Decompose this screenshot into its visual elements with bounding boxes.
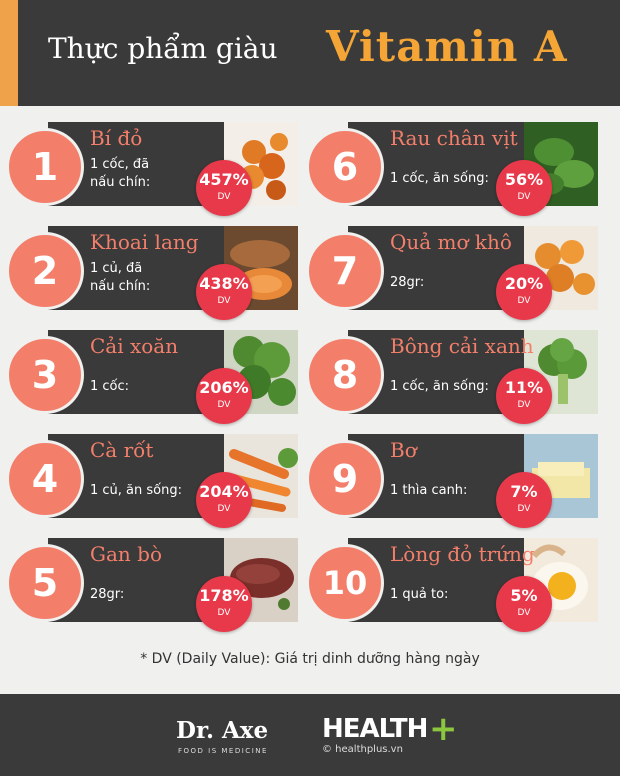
dv-label: DV bbox=[517, 192, 531, 202]
dv-label: DV bbox=[517, 296, 531, 306]
title-prefix: Thực phẩm giàu bbox=[48, 32, 278, 65]
dv-label: DV bbox=[217, 192, 231, 202]
dr-axe-tagline: FOOD IS MEDICINE bbox=[178, 747, 268, 755]
serving-description: 28gr: bbox=[390, 274, 424, 292]
food-card-7: 7 Quả mơ khô 28gr: 20% DV bbox=[306, 226, 598, 320]
food-name: Bơ bbox=[390, 438, 417, 462]
healthplus-logo: HEALTH bbox=[322, 714, 428, 744]
dv-percent: 204% bbox=[199, 482, 249, 501]
food-name: Khoai lang bbox=[90, 230, 199, 254]
serving-line: 1 cốc, ăn sống: bbox=[390, 379, 489, 394]
serving-line: 1 cốc, đã bbox=[90, 157, 150, 172]
dr-axe-logo: Dr. Axe bbox=[176, 717, 269, 744]
dv-label: DV bbox=[217, 608, 231, 618]
serving-description: 1 cốc, ăn sống: bbox=[390, 378, 489, 396]
food-name: Rau chân vịt bbox=[390, 126, 518, 150]
food-name: Bông cải xanh bbox=[390, 334, 534, 358]
rank-number: 1 bbox=[6, 128, 84, 206]
dv-label: DV bbox=[217, 400, 231, 410]
serving-description: 1 thìa canh: bbox=[390, 482, 467, 500]
dv-badge: 5% DV bbox=[496, 576, 552, 632]
dv-percent: 178% bbox=[199, 586, 249, 605]
rank-number: 9 bbox=[306, 440, 384, 518]
rank-number: 8 bbox=[306, 336, 384, 414]
serving-description: 1 quả to: bbox=[390, 586, 448, 604]
rank-number: 4 bbox=[6, 440, 84, 518]
serving-description: 1 cốc, đã nấu chín: bbox=[90, 156, 150, 192]
dv-percent: 7% bbox=[510, 482, 538, 501]
rank-number: 10 bbox=[306, 544, 384, 622]
title-vitamin-a: Vitamin A bbox=[326, 22, 568, 71]
rank-number: 3 bbox=[6, 336, 84, 414]
header bbox=[0, 0, 620, 106]
serving-line: 1 củ, đã bbox=[90, 261, 143, 276]
food-name: Bí đỏ bbox=[90, 126, 143, 150]
rank-number: 7 bbox=[306, 232, 384, 310]
dv-percent: 457% bbox=[199, 170, 249, 189]
serving-line: 28gr: bbox=[390, 275, 425, 290]
serving-description: 1 củ, đã nấu chín: bbox=[90, 260, 150, 296]
serving-line: 1 cốc: bbox=[90, 379, 130, 394]
dv-percent: 206% bbox=[199, 378, 249, 397]
serving-line: 28gr: bbox=[90, 587, 125, 602]
rank-number: 2 bbox=[6, 232, 84, 310]
dv-percent: 11% bbox=[504, 378, 544, 397]
food-name: Cà rốt bbox=[90, 438, 154, 462]
dv-badge: 457% DV bbox=[196, 160, 252, 216]
footer bbox=[0, 694, 620, 776]
food-card-10: 10 Lòng đỏ trứng 1 quả to: 5% DV bbox=[306, 538, 598, 632]
food-card-9: 9 Bơ 1 thìa canh: 7% DV bbox=[306, 434, 598, 528]
dv-label: DV bbox=[217, 504, 231, 514]
dv-label: DV bbox=[217, 296, 231, 306]
dv-badge: 204% DV bbox=[196, 472, 252, 528]
dv-percent: 5% bbox=[510, 586, 538, 605]
serving-line: 1 củ, ăn sống: bbox=[90, 483, 182, 498]
food-name: Gan bò bbox=[90, 542, 162, 566]
dv-badge: 178% DV bbox=[196, 576, 252, 632]
dv-badge: 11% DV bbox=[496, 368, 552, 424]
footnote: * DV (Daily Value): Giá trị dinh dưỡng h… bbox=[140, 651, 480, 667]
food-card-5: 5 Gan bò 28gr: 178% DV bbox=[6, 538, 298, 632]
header-accent-bar bbox=[0, 0, 18, 106]
serving-line: nấu chín: bbox=[90, 279, 151, 294]
food-name: Lòng đỏ trứng bbox=[390, 542, 535, 566]
dv-label: DV bbox=[517, 504, 531, 514]
serving-line: 1 quả to: bbox=[390, 587, 449, 602]
dv-percent: 20% bbox=[504, 274, 544, 293]
serving-line: 1 cốc, ăn sống: bbox=[390, 171, 489, 186]
food-name: Cải xoăn bbox=[90, 334, 179, 358]
rank-number: 5 bbox=[6, 544, 84, 622]
dv-badge: 56% DV bbox=[496, 160, 552, 216]
dv-badge: 7% DV bbox=[496, 472, 552, 528]
dv-label: DV bbox=[517, 608, 531, 618]
dv-badge: 438% DV bbox=[196, 264, 252, 320]
food-name: Quả mơ khô bbox=[390, 230, 512, 254]
rank-number: 6 bbox=[306, 128, 384, 206]
dv-badge: 206% DV bbox=[196, 368, 252, 424]
food-card-1: 1 Bí đỏ 1 cốc, đã nấu chín: 457% DV bbox=[6, 122, 298, 216]
dv-percent: 56% bbox=[504, 170, 544, 189]
serving-description: 28gr: bbox=[90, 586, 124, 604]
serving-description: 1 cốc: bbox=[90, 378, 129, 396]
dv-label: DV bbox=[517, 400, 531, 410]
healthplus-url: © healthplus.vn bbox=[322, 744, 403, 755]
serving-line: nấu chín: bbox=[90, 175, 151, 190]
serving-line: 1 thìa canh: bbox=[390, 483, 468, 498]
dv-percent: 438% bbox=[199, 274, 249, 293]
serving-description: 1 củ, ăn sống: bbox=[90, 482, 182, 500]
food-card-2: 2 Khoai lang 1 củ, đã nấu chín: 438% DV bbox=[6, 226, 298, 320]
food-card-4: 4 Cà rốt 1 củ, ăn sống: 204% DV bbox=[6, 434, 298, 528]
healthplus-plus-icon: + bbox=[429, 709, 458, 749]
food-card-3: 3 Cải xoăn 1 cốc: 206% DV bbox=[6, 330, 298, 424]
dv-badge: 20% DV bbox=[496, 264, 552, 320]
serving-description: 1 cốc, ăn sống: bbox=[390, 170, 489, 188]
food-card-6: 6 Rau chân vịt 1 cốc, ăn sống: 56% DV bbox=[306, 122, 598, 216]
food-card-8: 8 Bông cải xanh 1 cốc, ăn sống: 11% DV bbox=[306, 330, 598, 424]
